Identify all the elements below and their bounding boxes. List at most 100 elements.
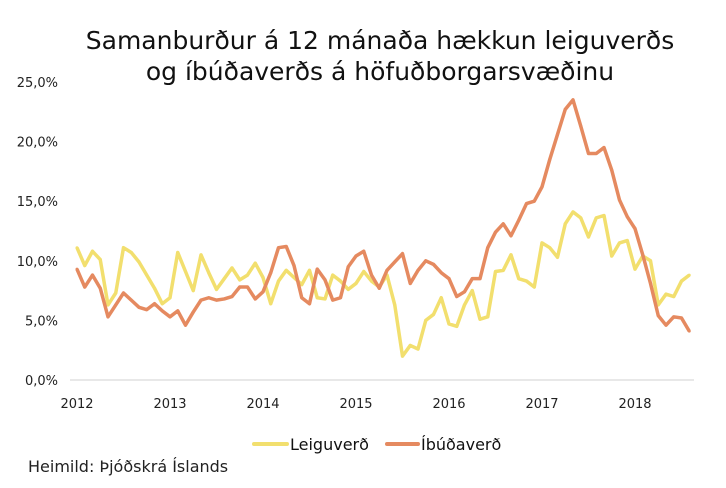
data-point-leiguverd: [687, 273, 691, 277]
data-point-leiguverd: [269, 302, 273, 306]
data-point-leiguverd: [548, 246, 552, 250]
data-point-ibudaverd: [377, 286, 381, 290]
data-point-ibudaverd: [153, 302, 156, 306]
data-point-leiguverd: [664, 292, 668, 296]
data-point-ibudaverd: [176, 309, 180, 313]
data-point-leiguverd: [602, 214, 606, 218]
x-tick-label: 2016: [432, 397, 465, 412]
data-point-ibudaverd: [594, 152, 598, 156]
data-point-ibudaverd: [323, 278, 327, 282]
data-point-leiguverd: [160, 302, 164, 306]
data-point-ibudaverd: [424, 259, 428, 263]
data-point-leiguverd: [486, 315, 490, 319]
data-point-ibudaverd: [199, 298, 203, 302]
data-point-leiguverd: [362, 270, 366, 274]
data-point-ibudaverd: [253, 297, 257, 301]
data-point-ibudaverd: [432, 262, 435, 266]
data-point-ibudaverd: [478, 277, 482, 281]
data-point-ibudaverd: [354, 254, 358, 258]
data-point-ibudaverd: [610, 168, 614, 172]
data-point-leiguverd: [478, 317, 482, 321]
series-line-leiguverd: [75, 210, 691, 358]
data-point-leiguverd: [114, 291, 118, 295]
data-point-leiguverd: [455, 324, 459, 328]
data-point-ibudaverd: [641, 253, 645, 257]
data-point-ibudaverd: [315, 267, 319, 271]
data-point-leiguverd: [339, 279, 342, 283]
data-point-leiguverd: [525, 279, 528, 283]
data-point-ibudaverd: [284, 244, 288, 248]
data-point-ibudaverd: [501, 222, 505, 226]
data-point-leiguverd: [556, 255, 559, 259]
data-point-leiguverd: [83, 264, 87, 268]
data-point-leiguverd: [137, 260, 141, 264]
data-point-ibudaverd: [393, 260, 397, 264]
y-tick-label: 5,0%: [25, 314, 58, 329]
data-point-ibudaverd: [238, 285, 242, 289]
data-point-ibudaverd: [362, 249, 366, 253]
data-point-ibudaverd: [540, 185, 544, 189]
data-point-ibudaverd: [556, 132, 559, 136]
data-point-leiguverd: [494, 270, 497, 274]
data-point-ibudaverd: [672, 315, 676, 319]
data-point-ibudaverd: [385, 268, 389, 272]
data-point-ibudaverd: [331, 298, 335, 302]
data-point-ibudaverd: [470, 277, 474, 281]
x-tick-label: 2017: [525, 397, 558, 412]
data-point-ibudaverd: [532, 199, 536, 203]
data-point-leiguverd: [199, 253, 203, 257]
x-tick-label: 2015: [339, 397, 372, 412]
legend-label-leiguverd: Leiguverð: [290, 435, 369, 454]
data-point-leiguverd: [176, 250, 180, 254]
data-point-leiguverd: [470, 289, 474, 293]
data-point-ibudaverd: [370, 273, 373, 277]
data-point-ibudaverd: [447, 277, 451, 281]
data-point-leiguverd: [168, 296, 172, 300]
data-point-leiguverd: [432, 312, 435, 316]
data-point-ibudaverd: [122, 291, 125, 295]
data-point-ibudaverd: [215, 298, 218, 302]
data-point-leiguverd: [594, 216, 598, 220]
data-point-leiguverd: [680, 279, 683, 283]
data-point-leiguverd: [416, 347, 420, 351]
data-point-leiguverd: [509, 253, 513, 257]
data-point-ibudaverd: [83, 285, 87, 289]
data-point-ibudaverd: [455, 295, 459, 299]
data-point-leiguverd: [246, 273, 249, 277]
x-tick-label: 2012: [60, 397, 93, 412]
data-point-ibudaverd: [602, 146, 606, 150]
data-point-leiguverd: [563, 222, 567, 226]
data-point-ibudaverd: [261, 290, 265, 294]
data-point-ibudaverd: [618, 198, 621, 202]
data-point-ibudaverd: [517, 218, 521, 222]
data-point-ibudaverd: [98, 286, 102, 290]
data-point-ibudaverd: [408, 281, 412, 285]
data-point-leiguverd: [501, 268, 505, 272]
data-point-ibudaverd: [463, 290, 466, 294]
x-tick-label: 2014: [246, 397, 279, 412]
data-point-leiguverd: [331, 273, 335, 277]
data-point-ibudaverd: [579, 124, 583, 128]
data-point-ibudaverd: [571, 98, 575, 102]
data-point-leiguverd: [184, 270, 187, 274]
data-point-leiguverd: [191, 289, 195, 293]
data-point-ibudaverd: [269, 271, 273, 275]
data-point-leiguverd: [463, 303, 466, 307]
data-point-leiguverd: [300, 283, 304, 287]
data-point-leiguverd: [439, 296, 443, 300]
data-point-leiguverd: [587, 235, 590, 239]
y-tick-label: 0,0%: [25, 374, 58, 389]
data-point-leiguverd: [153, 286, 156, 290]
data-point-ibudaverd: [339, 296, 342, 300]
y-tick-label: 10,0%: [17, 255, 58, 270]
data-point-leiguverd: [222, 277, 226, 281]
data-point-ibudaverd: [680, 316, 683, 320]
data-point-leiguverd: [129, 250, 133, 254]
data-point-ibudaverd: [308, 302, 311, 306]
data-point-ibudaverd: [401, 252, 404, 256]
data-point-leiguverd: [98, 258, 102, 262]
data-point-ibudaverd: [633, 227, 637, 231]
y-tick-label: 25,0%: [17, 76, 58, 91]
data-point-leiguverd: [370, 279, 373, 283]
